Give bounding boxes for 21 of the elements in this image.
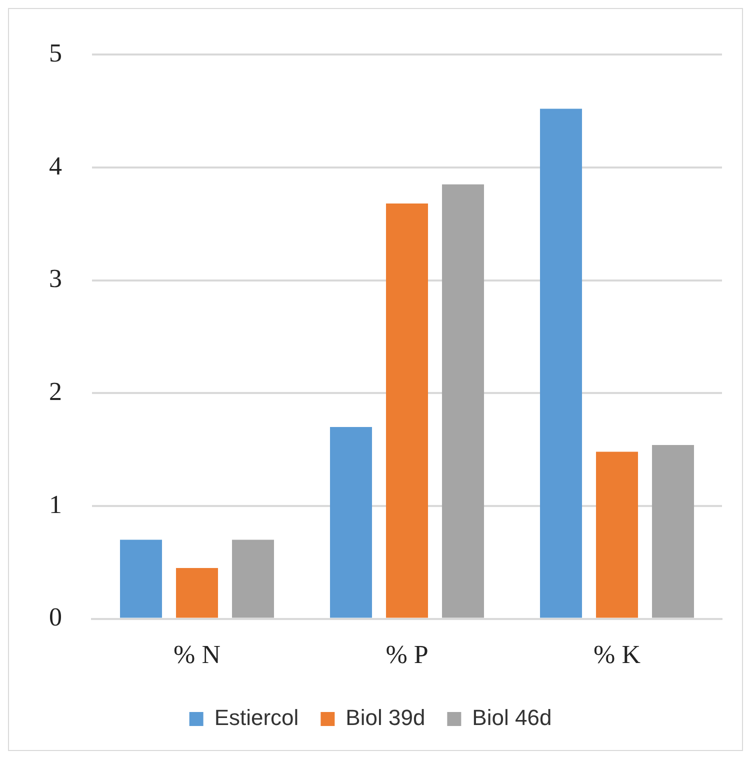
x-tick-label: % P [386, 640, 428, 670]
y-tick-label: 0 [49, 602, 62, 632]
y-tick-label: 4 [49, 151, 62, 180]
legend-label: Biol 39d [346, 705, 426, 730]
bar [540, 108, 582, 618]
bar [176, 568, 218, 618]
bar [442, 184, 484, 618]
x-tick-label: % N [174, 640, 221, 670]
legend-label: Biol 46d [472, 705, 552, 730]
bar [596, 452, 638, 618]
y-tick-label: 1 [49, 490, 62, 519]
bar [330, 426, 372, 618]
y-tick-label: 3 [49, 264, 62, 294]
bar [652, 445, 694, 618]
x-tick-label: % K [594, 640, 641, 670]
legend-label: Estiercol [214, 705, 299, 730]
bar [120, 540, 162, 618]
bar [386, 204, 428, 618]
y-tick-label: 5 [49, 38, 62, 68]
bar [232, 540, 274, 618]
y-tick-label: 2 [49, 376, 62, 406]
